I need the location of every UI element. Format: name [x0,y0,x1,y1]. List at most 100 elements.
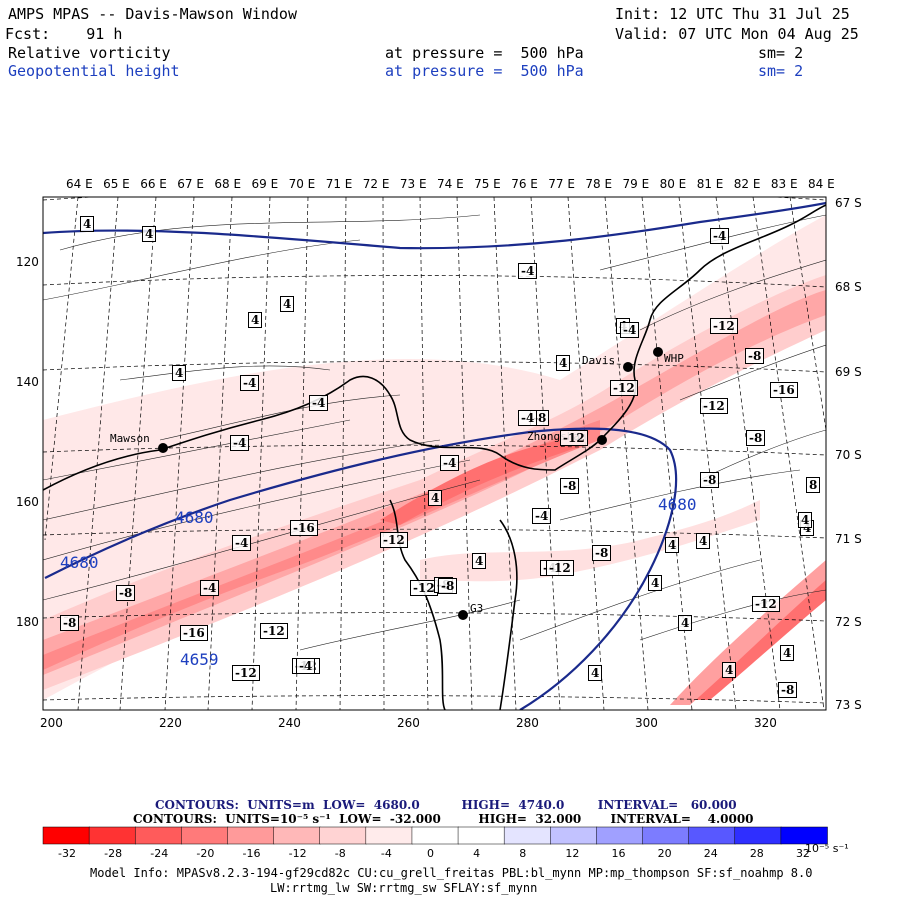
height-contour-info: CONTOURS: UNITS=m LOW= 4680.0 HIGH= 4740… [155,798,737,812]
x-tick-label: 320 [754,716,777,730]
field1-smoothing: sm= 2 [758,44,804,62]
field2-smoothing: sm= 2 [758,62,804,80]
longitude-label: 68 E [214,177,242,191]
vorticity-contour-label: -8 [778,682,798,698]
y-tick-label: 180 [16,615,39,629]
station-zhongshan-marker [597,435,607,445]
longitude-label: 80 E [659,177,687,191]
colorbar-segment [596,826,644,845]
colorbar-segment [88,826,136,845]
vorticity-contour-label: -12 [560,430,588,446]
vorticity-contour-info: CONTOURS: UNITS=10⁻⁵ s⁻¹ LOW= -32.000 HI… [133,812,754,826]
latitude-label: 68 S [835,280,862,294]
x-tick-label: 260 [397,716,420,730]
station-g3-marker [458,610,468,620]
latitude-label: 69 S [835,365,862,379]
vorticity-contour-label: 4 [556,355,571,371]
vorticity-contour-label: -16 [290,520,318,536]
init-time: Init: 12 UTC Thu 31 Jul 25 [615,5,850,23]
vorticity-contour-label: 4 [280,296,295,312]
longitude-label: 77 E [548,177,575,191]
colorbar-segment [273,826,321,845]
longitude-label: 78 E [585,177,613,191]
y-tick-label: 140 [16,375,39,389]
vorticity-contour-label: -12 [260,623,288,639]
vorticity-contour-label: 4 [172,365,187,381]
colorbar-tick-label: 24 [703,847,718,860]
vorticity-contour-label: -8 [116,585,136,601]
vorticity-contour-label: -4 [240,375,260,391]
vorticity-contour-label: 4 [665,537,680,553]
vorticity-contour-label: -4 [296,658,316,674]
vorticity-contour-label: -8 [60,615,80,631]
colorbar-segment [550,826,598,845]
longitude-label: 72 E [362,177,390,191]
vorticity-contour-label: -12 [380,532,408,548]
valid-time: Valid: 07 UTC Mon 04 Aug 25 [615,25,859,43]
longitude-label: 69 E [251,177,279,191]
vorticity-contour-label: -12 [710,318,738,334]
longitude-label: 65 E [103,177,130,191]
forecast-hour: Fcst: 91 h [5,25,123,43]
colorbar-segment [319,826,367,845]
map-frame [42,196,827,711]
station-whp-marker [653,347,663,357]
vorticity-contour-label: 4 [428,490,443,506]
y-tick-label: 160 [16,495,39,509]
vorticity-contour-label: -4 [200,580,220,596]
x-tick-label: 300 [635,716,658,730]
vorticity-contour-label: -12 [700,398,728,414]
height-label: 4680 [60,553,99,572]
vorticity-contour-label: -12 [232,665,260,681]
colorbar-tick-label: 0 [427,847,434,860]
vorticity-contour-label: -12 [610,380,638,396]
vorticity-contour-label: -4 [518,410,538,426]
latitude-label: 73 S [835,698,862,712]
colorbar-tick-label: 12 [565,847,580,860]
colorbar-segment [134,826,183,845]
vorticity-contour-label: -16 [770,382,798,398]
height-label: 4680 [175,508,214,527]
colorbar-tick-label: -12 [288,847,307,860]
longitude-label: 75 E [474,177,501,191]
vorticity-contour-label: -8 [745,348,765,364]
vorticity-contour-label: -8 [592,545,612,561]
longitude-label: 76 E [511,177,538,191]
longitude-label: 84 E [808,177,835,191]
vorticity-contour-label: 4 [678,615,693,631]
vorticity-contour-label: -8 [560,478,580,494]
vorticity-contour-label: 4 [722,662,737,678]
vorticity-contour-label: 4 [472,553,487,569]
latitude-label: 67 S [835,196,862,210]
colorbar-tick-label: 16 [611,847,626,860]
x-tick-label: 240 [278,716,301,730]
model-info-line1: Model Info: MPASv8.2.3-194-gf29cd82c CU:… [90,866,813,880]
colorbar-segment [365,826,413,845]
station-label-mawson: Mawson [110,432,150,445]
colorbar-tick-label: -24 [150,847,169,860]
latitude-label: 72 S [835,615,862,629]
vorticity-contour-label: 4 [248,312,263,328]
colorbar-segment [780,826,828,845]
colorbar-tick-label: -8 [334,847,346,860]
vorticity-contour-label: -8 [438,578,458,594]
colorbar-segment [642,826,690,845]
vorticity-contour-label: 4 [588,665,603,681]
vorticity-contour-label: 4 [80,216,95,232]
colorbar-unit: 10⁻⁵ s⁻¹ [805,842,849,855]
longitude-label: 70 E [288,177,316,191]
longitude-label: 79 E [622,177,650,191]
vorticity-contour-label: 4 [142,226,157,242]
x-tick-label: 200 [40,716,63,730]
colorbar-segment [688,826,736,845]
colorbar-tick-label: -32 [58,847,77,860]
station-label-g3: G3 [470,602,484,615]
y-tick-label: 120 [16,255,39,269]
height-label: 4680 [658,495,697,514]
x-tick-label: 280 [516,716,539,730]
vorticity-contour-label: -4 [620,322,640,338]
colorbar-tick-label: 28 [749,847,764,860]
vorticity-contours [43,214,826,651]
vorticity-contour-label: -16 [180,625,208,641]
